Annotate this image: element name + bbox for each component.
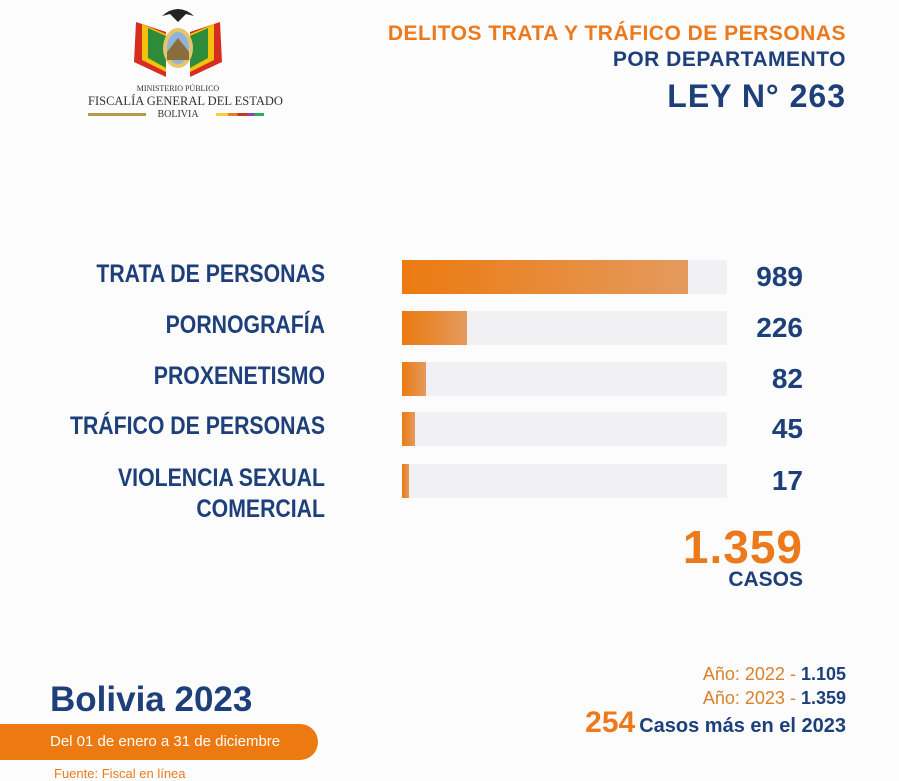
year-2023-value: 1.359 — [800, 688, 846, 708]
period-pill: Del 01 de enero a 31 de diciembre — [0, 724, 318, 760]
year-2022-label: Año: 2022 - — [702, 664, 801, 684]
source-label: Fuente: Fiscal en línea — [54, 766, 186, 781]
title-line-3: LEY N° 263 — [667, 78, 846, 114]
footer-title: Bolivia 2023 — [50, 680, 253, 719]
difference-label: Casos más en el 2023 — [639, 715, 846, 737]
bar-track — [402, 412, 727, 446]
category-label: TRÁFICO DE PERSONAS — [69, 412, 325, 440]
gold-divider — [88, 113, 146, 116]
ministerio-label: MINISTERIO PÚBLICO — [136, 84, 220, 93]
year-2022-value: 1.105 — [800, 664, 846, 684]
category-label: VIOLENCIA SEXUAL COMERCIAL — [117, 464, 325, 523]
flag-divider — [216, 113, 264, 116]
value-label: 82 — [771, 363, 803, 394]
title-line-2: POR DEPARTAMENTO — [612, 48, 846, 71]
period-label: Del 01 de enero a 31 de diciembre — [50, 733, 281, 750]
value-label: 226 — [756, 312, 803, 343]
title-line-1: DELITOS TRATA Y TRÁFICO DE PERSONAS — [387, 22, 846, 45]
value-label: 45 — [771, 413, 803, 444]
value-label: 989 — [756, 261, 803, 292]
bar-track — [402, 362, 727, 396]
value-label: 17 — [771, 465, 803, 496]
category-label: TRATA DE PERSONAS — [96, 260, 325, 288]
bar-track — [402, 260, 727, 294]
fiscalia-logo: MINISTERIO PÚBLICO FISCALÍA GENERAL DEL … — [88, 0, 283, 122]
total-value: 1.359 — [682, 521, 803, 573]
year-2022-row: Año: 2022 - 1.105 — [703, 664, 846, 685]
bar-track — [402, 464, 727, 498]
year-2023-label: Año: 2023 - — [702, 688, 801, 708]
bar — [402, 260, 688, 294]
total-label: CASOS — [728, 568, 803, 591]
bar — [402, 412, 415, 446]
bar — [402, 362, 426, 396]
year-2023-row: Año: 2023 - 1.359 — [703, 688, 846, 709]
difference-value: 254 — [585, 706, 636, 739]
bar — [402, 464, 409, 498]
bar-track — [402, 311, 727, 345]
fiscalia-label: FISCALÍA GENERAL DEL ESTADO — [88, 94, 283, 108]
difference-row: 254 Casos más en el 2023 — [585, 706, 846, 740]
category-label: PROXENETISMO — [153, 362, 325, 390]
bar — [402, 311, 468, 345]
category-label: PORNOGRAFÍA — [165, 311, 325, 339]
bolivia-label: BOLIVIA — [157, 109, 199, 120]
coat-of-arms-icon — [134, 9, 222, 77]
